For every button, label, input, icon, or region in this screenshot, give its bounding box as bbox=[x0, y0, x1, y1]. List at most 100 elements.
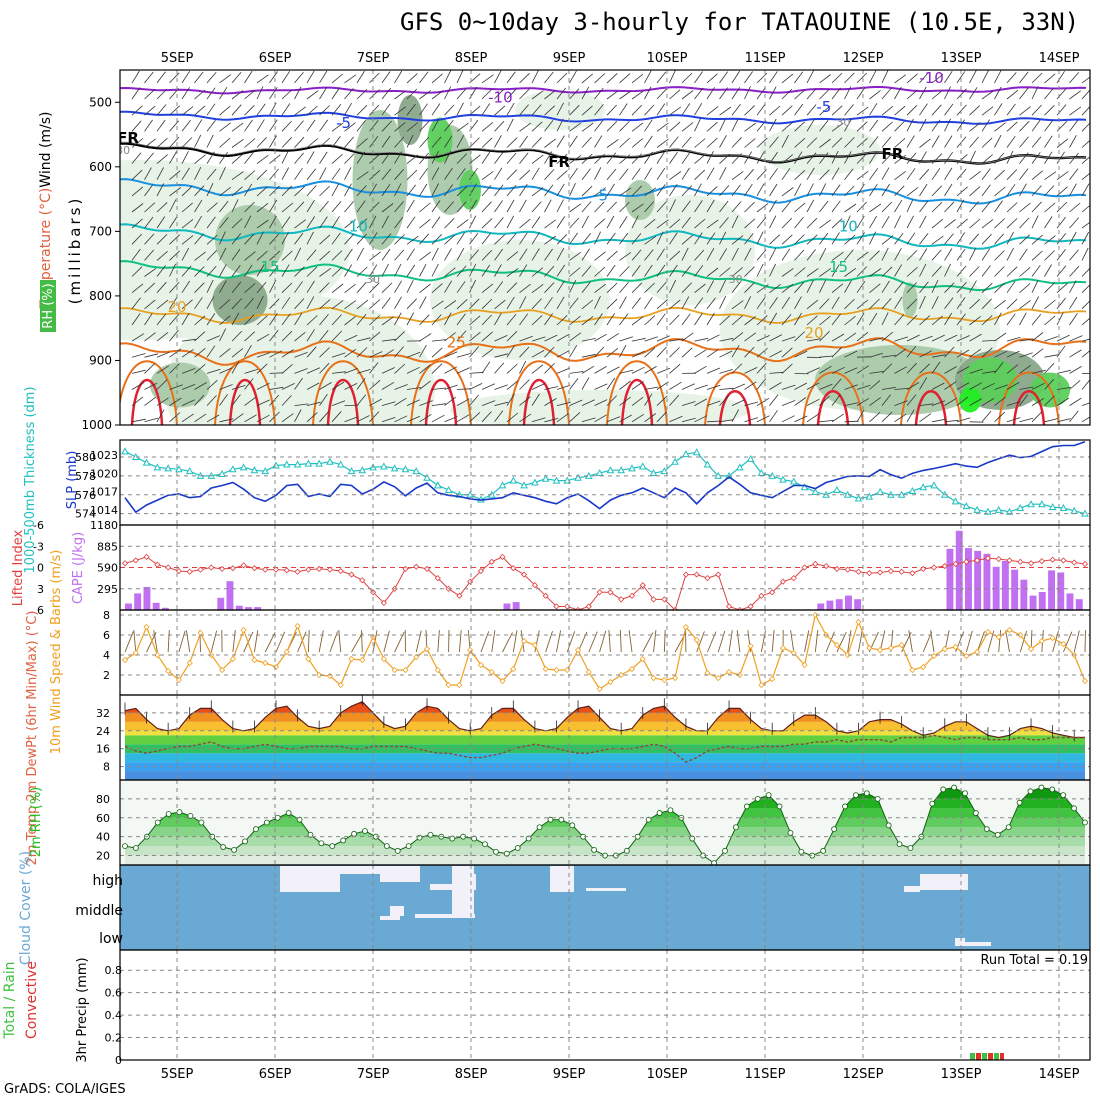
wind-barb bbox=[906, 362, 917, 374]
wind-barb bbox=[981, 168, 991, 180]
wind-speed-point bbox=[887, 644, 894, 652]
wind-barb bbox=[781, 347, 793, 358]
wind-barb bbox=[494, 105, 506, 116]
wind-barb bbox=[869, 215, 878, 229]
wind-barb bbox=[319, 329, 329, 342]
wind-barb bbox=[881, 394, 891, 406]
wind-barb bbox=[856, 201, 867, 213]
wind-barb bbox=[206, 395, 217, 406]
wind-barb bbox=[594, 296, 601, 309]
rh-point bbox=[405, 843, 412, 850]
wind-barb bbox=[481, 151, 491, 164]
wind-barb bbox=[156, 332, 169, 342]
wind-speed-point bbox=[909, 666, 916, 674]
wind-barb bbox=[881, 105, 894, 116]
wind-barb bbox=[656, 167, 666, 180]
wind-barb bbox=[294, 368, 308, 374]
wind-barb bbox=[519, 72, 530, 84]
wind-barb bbox=[444, 366, 458, 374]
wind-barb bbox=[831, 394, 841, 406]
wind-barb bbox=[944, 86, 951, 100]
wind-barb bbox=[619, 103, 628, 116]
wind-barb bbox=[581, 73, 593, 84]
wind-barb bbox=[769, 350, 783, 358]
wind-barb bbox=[194, 233, 204, 245]
wind-barb bbox=[1069, 90, 1082, 100]
wind-barb bbox=[519, 169, 531, 180]
lifted-point bbox=[456, 592, 463, 599]
wind-barb bbox=[456, 281, 466, 293]
wind-barb bbox=[581, 417, 596, 423]
wind-barb bbox=[744, 138, 756, 148]
wind-barb bbox=[1069, 202, 1081, 213]
wind-barb bbox=[444, 332, 456, 342]
rh-point bbox=[340, 837, 347, 844]
wind-barb bbox=[169, 384, 183, 390]
wind-barb bbox=[931, 315, 943, 326]
wind-barb bbox=[1019, 106, 1031, 116]
wind-barb bbox=[594, 346, 605, 358]
wind-barb bbox=[169, 282, 180, 293]
wind-barb bbox=[244, 215, 252, 229]
wind-barb bbox=[806, 183, 814, 197]
wind-barb bbox=[481, 122, 494, 132]
wind-barb bbox=[294, 86, 302, 100]
wind-barb bbox=[419, 152, 430, 164]
precip-bar bbox=[982, 1053, 987, 1060]
wind-barb bbox=[869, 380, 881, 390]
wind-barb bbox=[481, 137, 493, 148]
wind-barb bbox=[969, 382, 982, 390]
wind-barb bbox=[481, 361, 491, 374]
isotherm-label: 30 bbox=[836, 116, 850, 129]
thickness-panel bbox=[121, 441, 1089, 517]
wind-barb bbox=[881, 167, 890, 180]
isotherm-label: 30 bbox=[729, 273, 743, 286]
wind-barb bbox=[181, 151, 189, 164]
wind-barb bbox=[419, 314, 430, 326]
wind-barb bbox=[219, 264, 227, 277]
wind-barb bbox=[994, 122, 1006, 132]
wind-barb bbox=[581, 215, 589, 229]
rh-point bbox=[296, 816, 303, 823]
lifted-point bbox=[531, 582, 538, 589]
wind-barb bbox=[331, 122, 344, 132]
wind-barb bbox=[519, 313, 529, 326]
wind-tick: 6 bbox=[103, 629, 110, 642]
wind-barb bbox=[719, 395, 730, 406]
thickness-tick: 578 bbox=[75, 470, 96, 483]
wind-barb bbox=[644, 336, 658, 342]
cape-bar bbox=[1011, 569, 1019, 610]
wind-barb bbox=[281, 330, 293, 342]
wind-barb bbox=[994, 218, 1005, 229]
wind-barb bbox=[419, 71, 429, 84]
wind-barb bbox=[1031, 201, 1042, 213]
wind-speed-point bbox=[607, 678, 614, 686]
wind-barb bbox=[581, 338, 596, 342]
wind-barb bbox=[656, 184, 666, 197]
wind-barb bbox=[381, 71, 391, 84]
wind-barb bbox=[344, 153, 355, 164]
lifted-tick: 3 bbox=[37, 583, 44, 596]
wind-barb bbox=[581, 299, 594, 310]
wind-barb bbox=[356, 200, 366, 213]
lifted-point bbox=[1006, 557, 1013, 564]
wind-barb bbox=[456, 367, 470, 374]
slp-line bbox=[124, 441, 1086, 514]
thickness-point bbox=[628, 464, 636, 472]
wind-barb bbox=[669, 381, 682, 390]
wind-barb bbox=[131, 313, 141, 326]
wind-barb bbox=[669, 415, 683, 423]
isotherm-label: 10 bbox=[349, 217, 368, 235]
wind-barb bbox=[694, 154, 706, 164]
wind-barb bbox=[669, 151, 678, 164]
wind-barb bbox=[419, 400, 433, 406]
wind-barb bbox=[669, 218, 681, 229]
wind-barb bbox=[244, 297, 254, 310]
wind-barb bbox=[631, 366, 645, 374]
wind-barb bbox=[581, 201, 592, 213]
wind-barb bbox=[506, 345, 515, 358]
wind-barb bbox=[794, 267, 806, 277]
wind-barb bbox=[756, 183, 765, 197]
wind-barb bbox=[1006, 401, 1021, 406]
rh-point bbox=[831, 826, 837, 833]
